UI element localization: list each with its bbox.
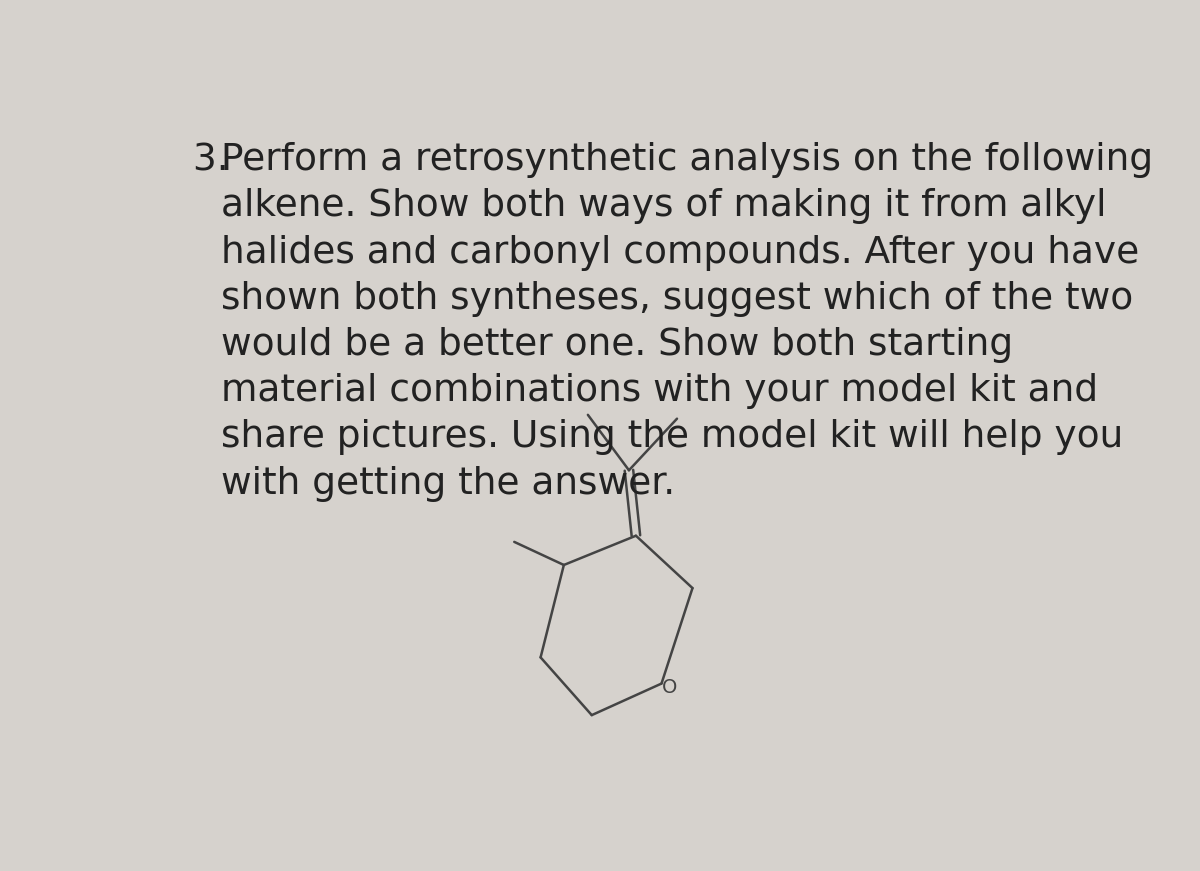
Text: halides and carbonyl compounds. After you have: halides and carbonyl compounds. After yo… bbox=[221, 234, 1140, 271]
Text: O: O bbox=[661, 678, 677, 697]
Text: material combinations with your model kit and: material combinations with your model ki… bbox=[221, 374, 1098, 409]
Text: alkene. Show both ways of making it from alkyl: alkene. Show both ways of making it from… bbox=[221, 188, 1106, 225]
Text: Perform a retrosynthetic analysis on the following: Perform a retrosynthetic analysis on the… bbox=[221, 142, 1153, 179]
Text: with getting the answer.: with getting the answer. bbox=[221, 466, 676, 502]
Text: 3.: 3. bbox=[193, 142, 235, 179]
Text: shown both syntheses, suggest which of the two: shown both syntheses, suggest which of t… bbox=[221, 280, 1134, 317]
Text: share pictures. Using the model kit will help you: share pictures. Using the model kit will… bbox=[221, 420, 1123, 456]
Text: would be a better one. Show both starting: would be a better one. Show both startin… bbox=[221, 327, 1014, 363]
